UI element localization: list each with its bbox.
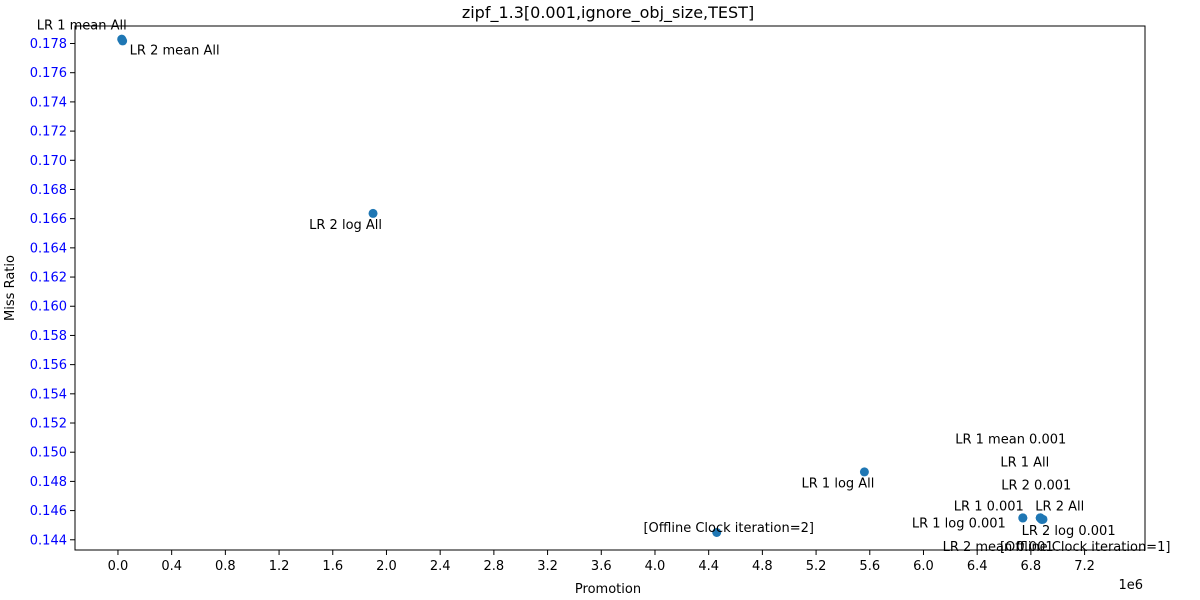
x-tick-label: 1.2 xyxy=(269,559,290,574)
data-point-label: LR 1 0.001 xyxy=(954,499,1024,514)
x-tick-label: 6.8 xyxy=(1021,559,1042,574)
data-point-label: LR 1 mean All xyxy=(37,19,127,34)
plot-area xyxy=(74,25,1146,551)
data-point-label: LR 1 mean 0.001 xyxy=(955,432,1066,447)
y-axis: 0.144 0.146 0.148 0.150 0.152 0.154 0.156 0.158… xyxy=(30,37,75,548)
data-point-label: [Offline Clock iteration=2] xyxy=(643,521,813,536)
data-point-label: LR 2 0.001 xyxy=(1001,478,1071,493)
data-point xyxy=(859,467,869,477)
y-tick-label: 0.164 xyxy=(30,241,67,256)
data-point xyxy=(118,36,128,46)
data-point-label: LR 2 log 0.001 xyxy=(1022,524,1116,539)
x-tick-label: 0.0 xyxy=(108,559,129,574)
y-tick-label: 0.152 xyxy=(30,417,67,432)
y-tick-label: 0.154 xyxy=(30,387,67,402)
data-point xyxy=(1035,513,1045,523)
data-point xyxy=(712,527,722,537)
x-tick-label: 2.4 xyxy=(430,559,451,574)
y-axis-label: Miss Ratio xyxy=(3,255,18,321)
data-points xyxy=(117,34,1048,537)
y-tick-label: 0.150 xyxy=(30,446,67,461)
x-tick-label: 5.2 xyxy=(806,559,827,574)
y-tick-label: 0.156 xyxy=(30,358,67,373)
data-point-label: LR 2 log All xyxy=(309,218,382,233)
y-tick-label: 0.162 xyxy=(30,271,67,286)
y-tick-label: 0.144 xyxy=(30,533,67,548)
x-tick-label: 2.0 xyxy=(376,559,397,574)
data-point-label: LR 2 mean All xyxy=(130,43,220,58)
data-point-label: LR 1 log 0.001 xyxy=(912,516,1006,531)
y-tick-label: 0.176 xyxy=(30,66,67,81)
data-point xyxy=(1018,513,1028,523)
data-point-label: LR 1 log All xyxy=(802,476,875,491)
y-tick-label: 0.158 xyxy=(30,329,67,344)
y-tick-label: 0.174 xyxy=(30,95,67,110)
x-axis-label: Promotion xyxy=(575,582,641,597)
data-point-label: LR 2 All xyxy=(1035,499,1084,514)
x-tick-label: 5.6 xyxy=(859,559,880,574)
x-tick-label: 0.8 xyxy=(215,559,236,574)
data-point-label: LR 1 All xyxy=(1000,455,1049,470)
data-point-label: [Offline Clock iteration=1] xyxy=(1000,540,1170,555)
y-tick-label: 0.166 xyxy=(30,212,67,227)
y-tick-label: 0.160 xyxy=(30,300,67,315)
x-tick-label: 1.6 xyxy=(322,559,343,574)
x-tick-label: 7.2 xyxy=(1074,559,1095,574)
chart-title: zipf_1.3[0.001,ignore_obj_size,TEST] xyxy=(462,3,754,23)
x-tick-label: 4.0 xyxy=(645,559,666,574)
y-tick-label: 0.146 xyxy=(30,504,67,519)
y-tick-label: 0.148 xyxy=(30,475,67,490)
x-tick-label: 4.8 xyxy=(752,559,773,574)
y-tick-label: 0.170 xyxy=(30,154,67,169)
x-tick-label: 3.2 xyxy=(537,559,558,574)
y-tick-label: 0.178 xyxy=(30,37,67,52)
x-offset-label: 1e6 xyxy=(1118,578,1143,593)
x-tick-label: 3.6 xyxy=(591,559,612,574)
x-tick-label: 2.8 xyxy=(484,559,505,574)
x-tick-label: 4.4 xyxy=(698,559,719,574)
x-tick-label: 6.4 xyxy=(967,559,988,574)
x-tick-label: 6.0 xyxy=(913,559,934,574)
data-point xyxy=(368,208,378,218)
y-tick-label: 0.168 xyxy=(30,183,67,198)
y-tick-label: 0.172 xyxy=(30,125,67,140)
x-axis: 0.0 0.4 0.8 1.2 1.6 2.0 2.4 2.8 3.2 3.6 4.0 4.4 4.8 5… xyxy=(108,550,1095,574)
data-point-label: LR 2 mean 0.001 xyxy=(943,540,1054,555)
x-tick-label: 0.4 xyxy=(161,559,182,574)
